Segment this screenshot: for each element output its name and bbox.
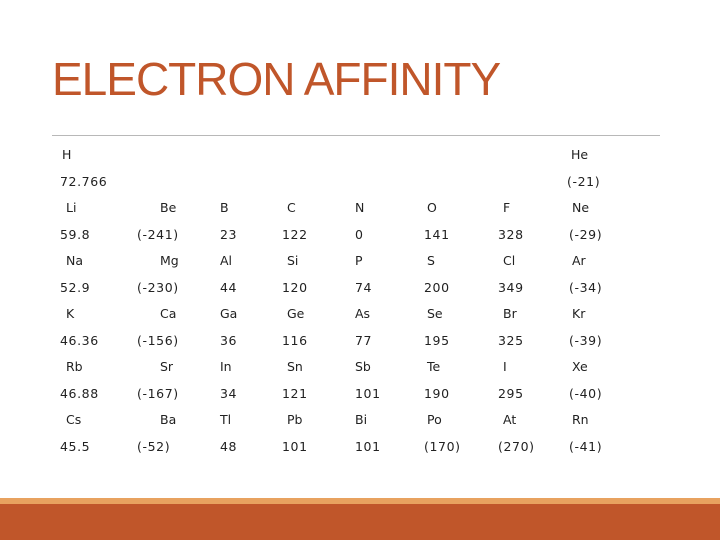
affinity-value: 328 xyxy=(498,227,524,242)
affinity-value: (-230) xyxy=(137,280,179,295)
element-symbol: P xyxy=(355,253,363,268)
element-symbol: O xyxy=(427,200,437,215)
element-symbol: Bi xyxy=(355,412,368,427)
element-symbol: Tl xyxy=(220,412,232,427)
affinity-value: (-41) xyxy=(569,439,603,454)
affinity-value: 46.88 xyxy=(60,386,99,401)
element-symbol: Al xyxy=(220,253,233,268)
affinity-value: 74 xyxy=(355,280,373,295)
affinity-value: 48 xyxy=(220,439,238,454)
affinity-value: 45.5 xyxy=(60,439,91,454)
element-symbol: Cs xyxy=(66,412,82,427)
affinity-value: 72.766 xyxy=(60,174,108,189)
affinity-value: 349 xyxy=(498,280,524,295)
element-symbol: Se xyxy=(427,306,443,321)
element-symbol: In xyxy=(220,359,232,374)
element-symbol: H xyxy=(62,147,72,162)
affinity-value: 46.36 xyxy=(60,333,99,348)
affinity-value: 36 xyxy=(220,333,238,348)
affinity-value: 0 xyxy=(355,227,364,242)
element-symbol: Ne xyxy=(572,200,590,215)
affinity-value: 120 xyxy=(282,280,308,295)
element-symbol: Mg xyxy=(160,253,179,268)
element-symbol: Na xyxy=(66,253,84,268)
affinity-value: (-156) xyxy=(137,333,179,348)
element-symbol: Po xyxy=(427,412,442,427)
affinity-value: 52.9 xyxy=(60,280,91,295)
affinity-value: 101 xyxy=(355,439,381,454)
element-symbol: Cl xyxy=(503,253,516,268)
affinity-value: (-39) xyxy=(569,333,603,348)
affinity-value: 23 xyxy=(220,227,238,242)
element-symbol: I xyxy=(503,359,507,374)
element-symbol: Si xyxy=(287,253,299,268)
element-symbol: Be xyxy=(160,200,177,215)
element-symbol: Ar xyxy=(572,253,586,268)
element-symbol: Ca xyxy=(160,306,177,321)
element-symbol: He xyxy=(571,147,589,162)
footer-bar xyxy=(0,504,720,540)
affinity-value: 200 xyxy=(424,280,450,295)
element-symbol: Sb xyxy=(355,359,371,374)
affinity-value: 101 xyxy=(355,386,381,401)
element-symbol: K xyxy=(66,306,75,321)
affinity-value: (-241) xyxy=(137,227,179,242)
element-symbol: N xyxy=(355,200,365,215)
element-symbol: F xyxy=(503,200,511,215)
element-symbol: At xyxy=(503,412,517,427)
affinity-value: 77 xyxy=(355,333,373,348)
element-symbol: S xyxy=(427,253,435,268)
element-symbol: Br xyxy=(503,306,517,321)
affinity-value: 325 xyxy=(498,333,524,348)
affinity-value: 34 xyxy=(220,386,238,401)
affinity-value: 116 xyxy=(282,333,308,348)
element-symbol: Ga xyxy=(220,306,238,321)
element-symbol: Sn xyxy=(287,359,303,374)
element-symbol: Rb xyxy=(66,359,83,374)
element-symbol: B xyxy=(220,200,229,215)
slide-title: ELECTRON AFFINITY xyxy=(52,53,501,105)
affinity-value: 59.8 xyxy=(60,227,91,242)
affinity-value: (-29) xyxy=(569,227,603,242)
affinity-value: (-52) xyxy=(137,439,171,454)
affinity-value: 121 xyxy=(282,386,308,401)
element-symbol: Li xyxy=(66,200,77,215)
footer-accent-stripe xyxy=(0,498,720,504)
affinity-value: (-40) xyxy=(569,386,603,401)
element-symbol: Xe xyxy=(572,359,588,374)
title-divider xyxy=(52,135,660,136)
affinity-value: (270) xyxy=(498,439,535,454)
affinity-value: 141 xyxy=(424,227,450,242)
affinity-value: 122 xyxy=(282,227,308,242)
affinity-value: (-21) xyxy=(567,174,601,189)
element-symbol: C xyxy=(287,200,296,215)
affinity-value: (-167) xyxy=(137,386,179,401)
affinity-value: 190 xyxy=(424,386,450,401)
affinity-value: 44 xyxy=(220,280,238,295)
element-symbol: Kr xyxy=(572,306,586,321)
affinity-value: (-34) xyxy=(569,280,603,295)
affinity-value: 101 xyxy=(282,439,308,454)
element-symbol: As xyxy=(355,306,371,321)
element-symbol: Ba xyxy=(160,412,177,427)
element-symbol: Pb xyxy=(287,412,303,427)
element-symbol: Sr xyxy=(160,359,174,374)
affinity-value: 295 xyxy=(498,386,524,401)
element-symbol: Ge xyxy=(287,306,305,321)
affinity-value: (170) xyxy=(424,439,461,454)
affinity-value: 195 xyxy=(424,333,450,348)
element-symbol: Rn xyxy=(572,412,589,427)
element-symbol: Te xyxy=(427,359,441,374)
